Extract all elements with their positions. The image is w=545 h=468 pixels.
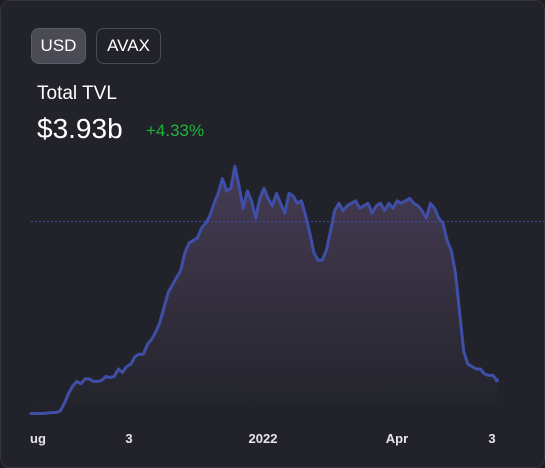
- metric-change: +4.33%: [146, 121, 205, 140]
- x-axis: ug 3 2022 Apr 3: [30, 431, 496, 446]
- x-tick-label: ug: [30, 431, 46, 446]
- x-tick-label: 3: [125, 431, 132, 446]
- metric-label: Total TVL: [37, 83, 117, 104]
- x-tick-label: 2022: [249, 431, 278, 446]
- usd-toggle-button[interactable]: USD: [31, 28, 86, 64]
- avax-toggle-button[interactable]: AVAX: [96, 28, 161, 64]
- x-tick-label: Apr: [386, 431, 408, 446]
- x-tick-label: 3: [488, 431, 495, 446]
- metric-value: $3.93b: [37, 113, 123, 144]
- tvl-area-fill: [31, 166, 497, 414]
- tvl-series-line: [29, 164, 499, 415]
- tvl-latest-point: [495, 378, 499, 383]
